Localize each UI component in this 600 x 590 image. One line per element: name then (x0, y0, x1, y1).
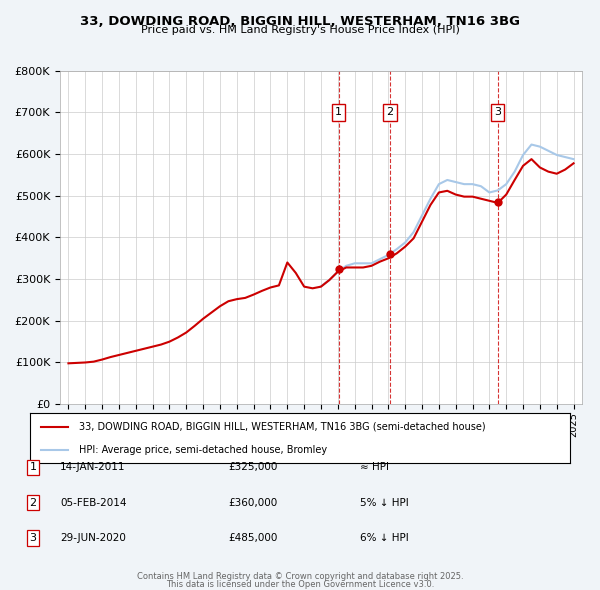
Text: HPI: Average price, semi-detached house, Bromley: HPI: Average price, semi-detached house,… (79, 445, 327, 455)
Text: Contains HM Land Registry data © Crown copyright and database right 2025.: Contains HM Land Registry data © Crown c… (137, 572, 463, 581)
Text: 2: 2 (29, 498, 37, 507)
Text: 1: 1 (335, 107, 342, 117)
Text: 05-FEB-2014: 05-FEB-2014 (60, 498, 127, 507)
Text: £360,000: £360,000 (228, 498, 277, 507)
Text: 3: 3 (29, 533, 37, 543)
Text: 5% ↓ HPI: 5% ↓ HPI (360, 498, 409, 507)
Text: 33, DOWDING ROAD, BIGGIN HILL, WESTERHAM, TN16 3BG (semi-detached house): 33, DOWDING ROAD, BIGGIN HILL, WESTERHAM… (79, 421, 485, 431)
Text: £325,000: £325,000 (228, 463, 277, 472)
Text: 29-JUN-2020: 29-JUN-2020 (60, 533, 126, 543)
Text: 33, DOWDING ROAD, BIGGIN HILL, WESTERHAM, TN16 3BG: 33, DOWDING ROAD, BIGGIN HILL, WESTERHAM… (80, 15, 520, 28)
Text: This data is licensed under the Open Government Licence v3.0.: This data is licensed under the Open Gov… (166, 579, 434, 589)
Text: 6% ↓ HPI: 6% ↓ HPI (360, 533, 409, 543)
Text: ≈ HPI: ≈ HPI (360, 463, 389, 472)
Text: 2: 2 (386, 107, 394, 117)
Text: 3: 3 (494, 107, 501, 117)
Text: Price paid vs. HM Land Registry's House Price Index (HPI): Price paid vs. HM Land Registry's House … (140, 25, 460, 35)
Text: £485,000: £485,000 (228, 533, 277, 543)
Text: 1: 1 (29, 463, 37, 472)
Text: 14-JAN-2011: 14-JAN-2011 (60, 463, 125, 472)
